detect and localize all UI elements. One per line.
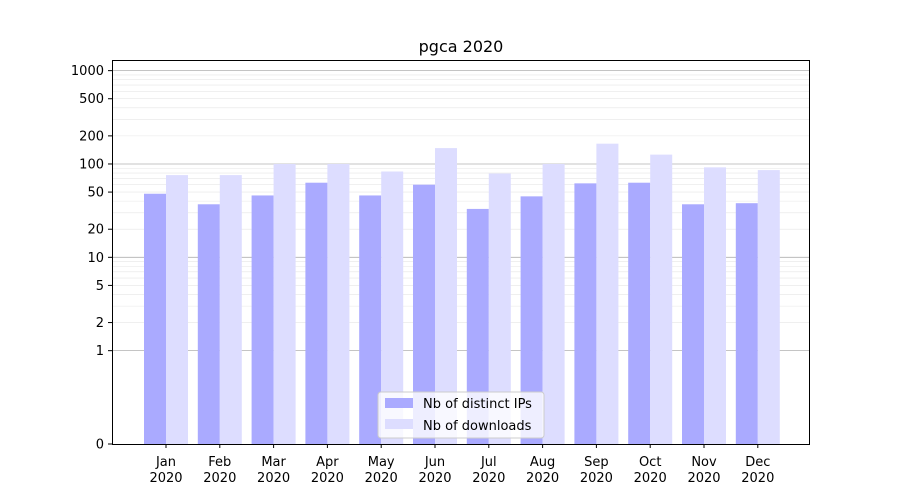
bar-nb-of-distinct-ips-2 (197, 204, 220, 444)
y-tick-label: 500 (79, 92, 104, 107)
bar-nb-of-downloads-7 (488, 173, 511, 445)
legend-swatch-downloads (385, 419, 413, 429)
y-tick-label: 10 (87, 251, 104, 266)
y-tick-label: 1 (96, 344, 104, 359)
chart-title: pgca 2020 (419, 37, 504, 56)
x-tick-label: Sep 2020 (580, 455, 613, 486)
bars-layer (144, 143, 780, 445)
bar-nb-of-downloads-6 (435, 148, 457, 444)
y-tick-label: 0 (96, 438, 104, 453)
x-tick-label: Apr 2020 (311, 455, 344, 486)
x-tick-label: Jul 2020 (472, 455, 505, 486)
x-tick-label: Oct 2020 (634, 455, 667, 486)
bar-nb-of-distinct-ips-1 (144, 193, 166, 444)
x-tick-label: Aug 2020 (526, 455, 559, 486)
legend-label-downloads: Nb of downloads (423, 419, 532, 434)
bar-nb-of-distinct-ips-8 (520, 196, 543, 444)
bar-nb-of-distinct-ips-10 (628, 182, 651, 444)
legend-box (377, 391, 545, 439)
bar-nb-of-downloads-12 (757, 170, 780, 444)
bar-nb-of-distinct-ips-12 (735, 203, 758, 444)
y-tick-label: 200 (79, 129, 104, 144)
y-tick-label: 20 (87, 223, 104, 238)
bar-nb-of-distinct-ips-3 (251, 195, 274, 444)
x-tick-label: Mar 2020 (257, 455, 290, 486)
bar-nb-of-distinct-ips-7 (466, 208, 489, 444)
x-tick-label: Dec 2020 (741, 455, 774, 486)
bar-nb-of-downloads-1 (166, 175, 188, 444)
y-tick-label: 50 (87, 186, 104, 201)
bar-nb-of-downloads-9 (596, 143, 619, 444)
bar-nb-of-downloads-5 (381, 171, 404, 445)
bar-nb-of-downloads-11 (704, 167, 726, 444)
y-tick-label: 2 (96, 316, 104, 331)
x-tick-label: Feb 2020 (203, 455, 236, 486)
bar-nb-of-downloads-2 (219, 175, 242, 444)
legend: Nb of distinct IPs Nb of downloads (377, 391, 545, 439)
x-tick-label: Jun 2020 (418, 455, 451, 486)
legend-label-distinct-ips: Nb of distinct IPs (423, 397, 532, 412)
x-tick-label: Nov 2020 (687, 455, 720, 486)
bar-nb-of-distinct-ips-9 (574, 183, 597, 444)
x-tick-label: Jan 2020 (149, 455, 182, 486)
y-tick-label: 5 (96, 279, 104, 294)
y-tick-label: 100 (79, 157, 104, 172)
y-tick-label: 1000 (71, 64, 104, 79)
y-axis: 0 1 2 5 10 20 50 100 200 500 1000 (71, 64, 112, 453)
bar-nb-of-downloads-8 (542, 163, 565, 445)
bar-nb-of-downloads-3 (273, 163, 296, 445)
bar-nb-of-downloads-4 (327, 163, 350, 445)
bar-nb-of-distinct-ips-6 (413, 184, 435, 444)
bar-nb-of-distinct-ips-5 (359, 195, 382, 444)
x-axis: Jan 2020 Feb 2020 Mar 2020 Apr 2020 May 2020 Jun 20… (149, 444, 774, 486)
bar-nb-of-distinct-ips-4 (305, 182, 328, 444)
x-tick-label: May 2020 (365, 455, 398, 486)
plot-frame (112, 60, 810, 445)
legend-swatch-distinct-ips (385, 398, 413, 408)
bar-nb-of-distinct-ips-11 (682, 204, 704, 444)
bar-nb-of-downloads-10 (650, 154, 673, 444)
